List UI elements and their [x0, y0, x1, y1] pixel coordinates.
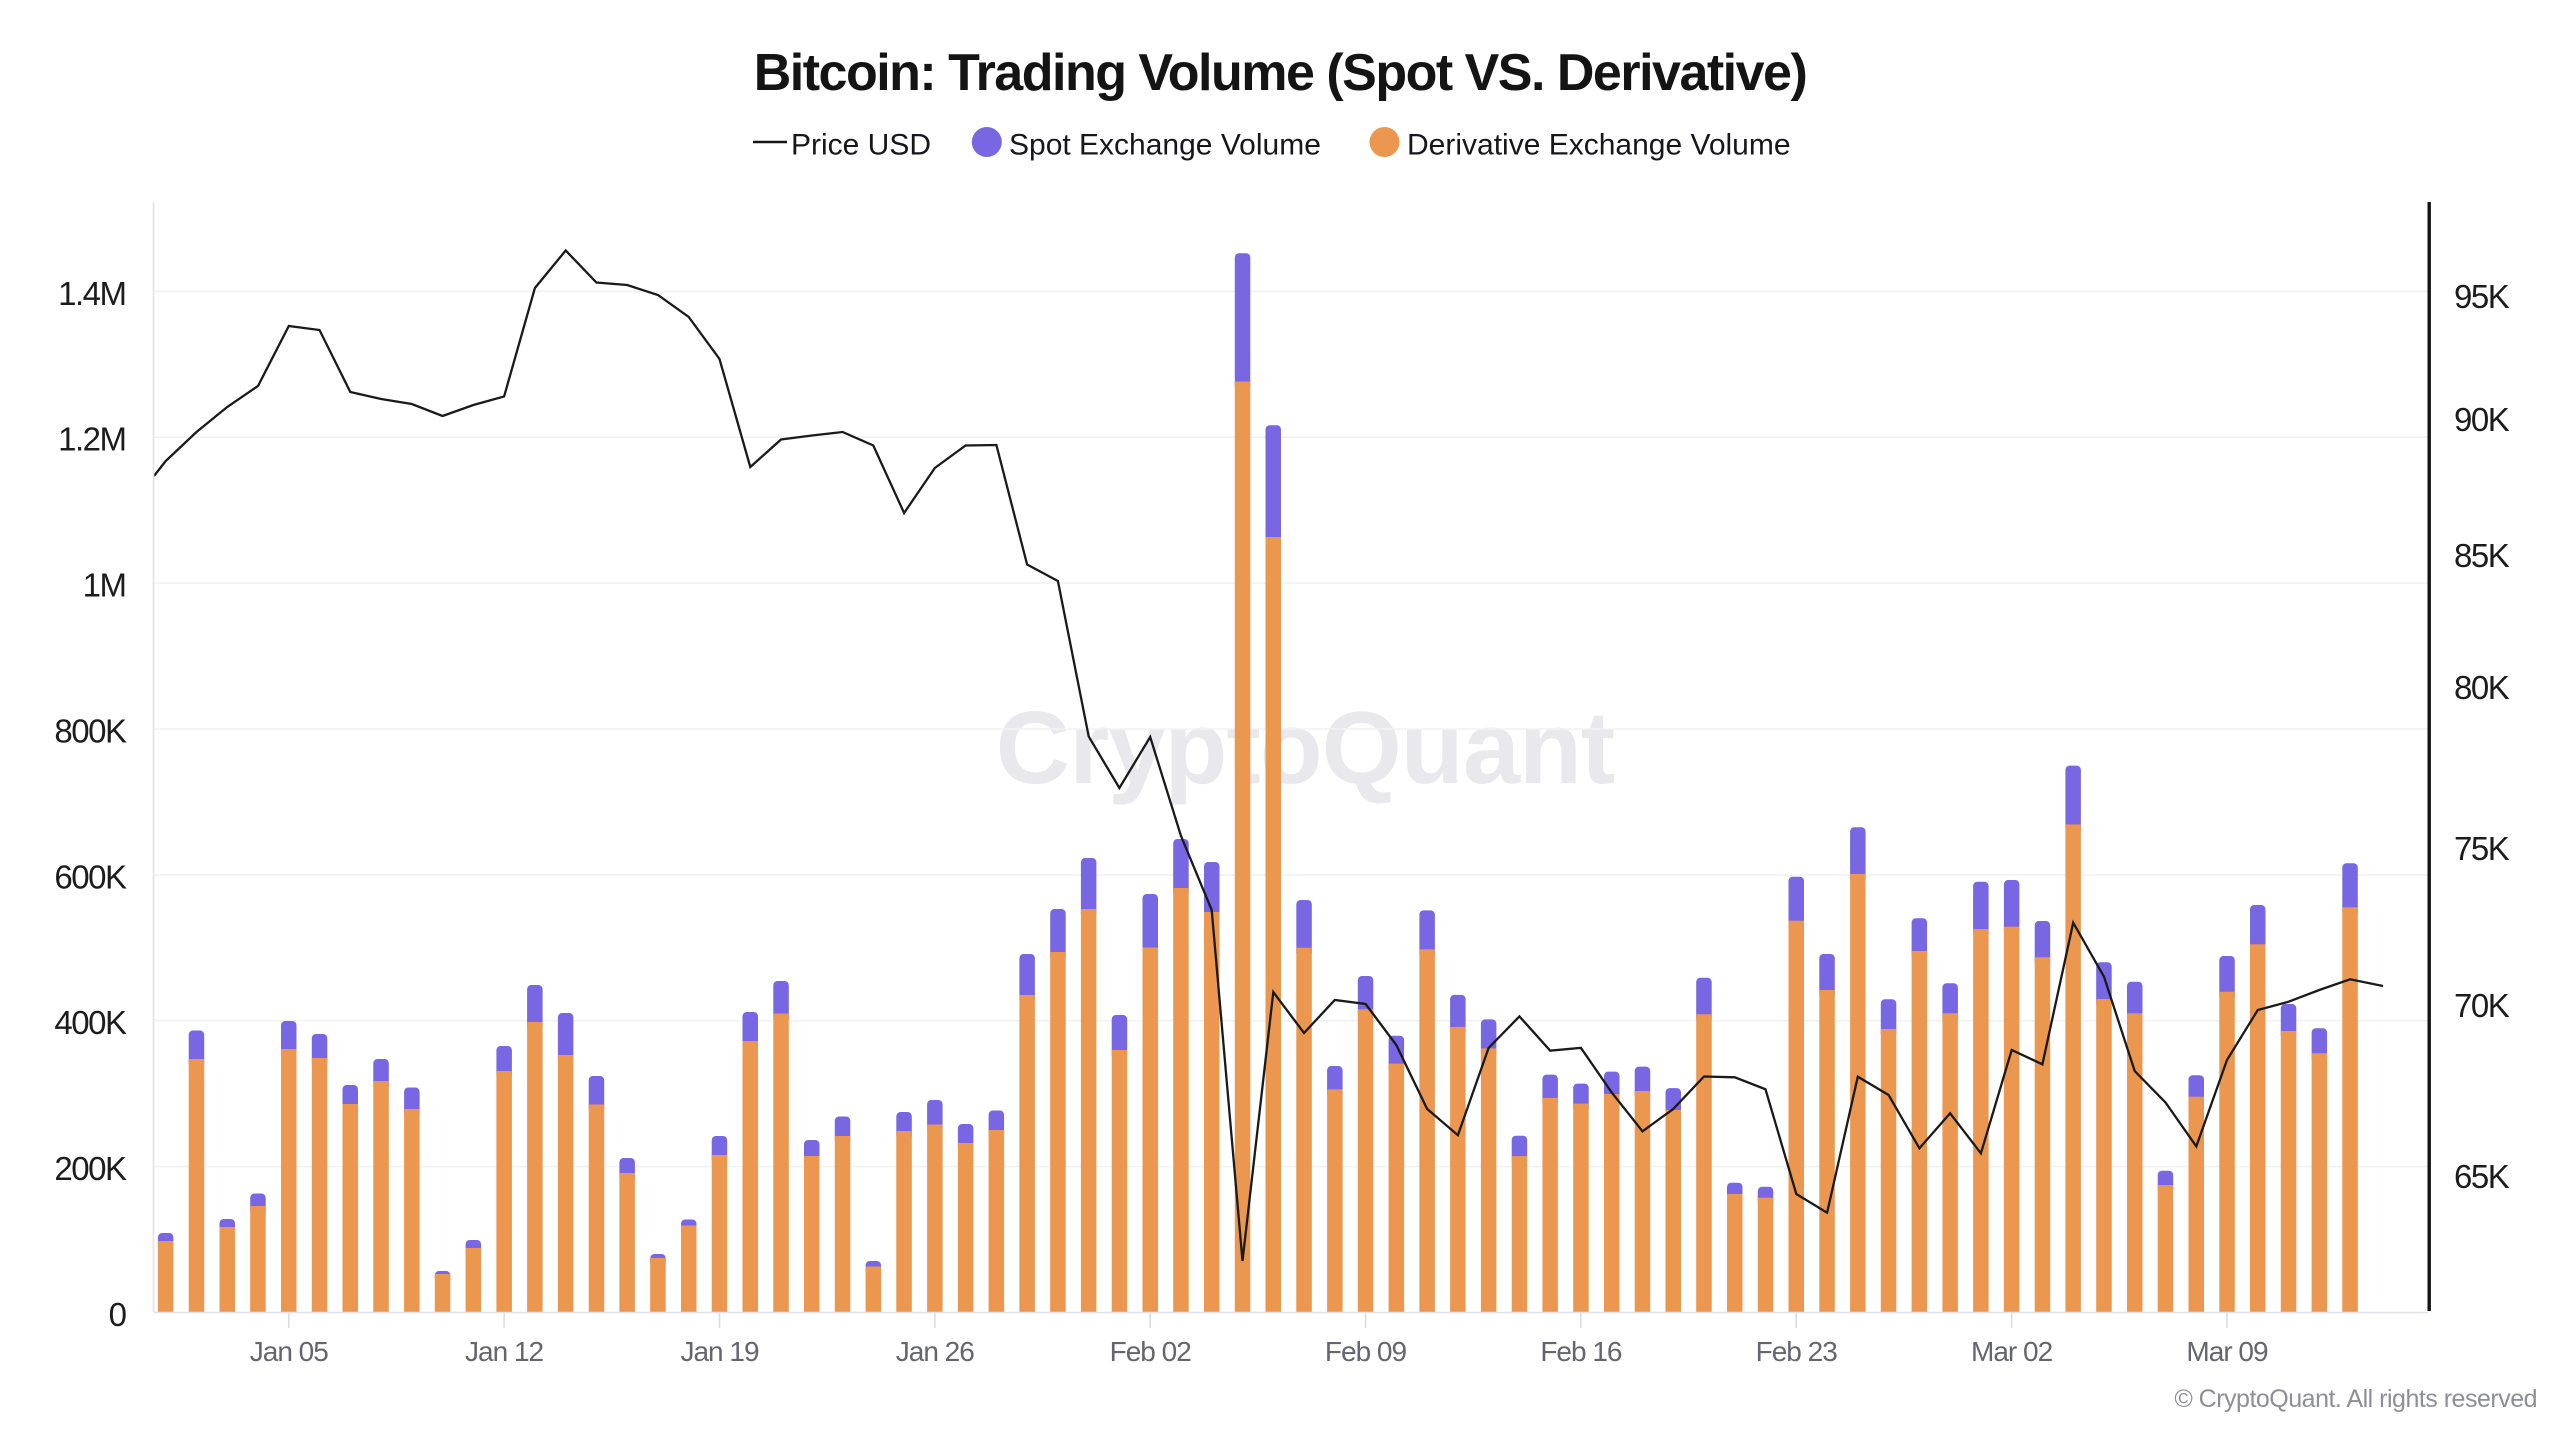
svg-text:Jan 12: Jan 12: [465, 1336, 543, 1367]
svg-text:Jan 19: Jan 19: [680, 1336, 758, 1367]
svg-text:95K: 95K: [2454, 278, 2510, 315]
svg-text:80K: 80K: [2454, 669, 2510, 706]
svg-text:90K: 90K: [2454, 401, 2510, 438]
svg-text:85K: 85K: [2454, 537, 2510, 574]
svg-text:Price USD: Price USD: [791, 129, 931, 162]
svg-text:0: 0: [109, 1296, 127, 1333]
svg-text:Derivative Exchange Volume: Derivative Exchange Volume: [1407, 129, 1791, 162]
svg-text:70K: 70K: [2454, 987, 2510, 1024]
svg-text:75K: 75K: [2454, 830, 2510, 867]
svg-text:Feb 23: Feb 23: [1756, 1336, 1838, 1367]
svg-text:Jan 05: Jan 05: [250, 1336, 328, 1367]
svg-text:Spot Exchange Volume: Spot Exchange Volume: [1009, 129, 1321, 162]
svg-text:Mar 09: Mar 09: [2186, 1336, 2268, 1367]
svg-text:Bitcoin: Trading Volume (Spot: Bitcoin: Trading Volume (Spot VS. Deriva…: [754, 44, 1807, 102]
svg-text:800K: 800K: [54, 713, 127, 750]
svg-text:65K: 65K: [2454, 1158, 2510, 1195]
svg-text:Feb 09: Feb 09: [1325, 1336, 1407, 1367]
svg-text:© CryptoQuant. All rights rese: © CryptoQuant. All rights reserved: [2174, 1385, 2537, 1413]
svg-text:1.4M: 1.4M: [58, 275, 125, 312]
svg-text:600K: 600K: [54, 858, 127, 895]
svg-text:CryptoQuant: CryptoQuant: [996, 690, 1615, 805]
svg-text:Mar 02: Mar 02: [1971, 1336, 2053, 1367]
svg-text:200K: 200K: [54, 1150, 127, 1187]
svg-text:Jan 26: Jan 26: [896, 1336, 974, 1367]
svg-text:400K: 400K: [54, 1004, 127, 1041]
svg-text:Feb 16: Feb 16: [1540, 1336, 1622, 1367]
svg-text:1M: 1M: [83, 567, 126, 604]
svg-text:Feb 02: Feb 02: [1110, 1336, 1192, 1367]
svg-text:1.2M: 1.2M: [58, 421, 125, 458]
